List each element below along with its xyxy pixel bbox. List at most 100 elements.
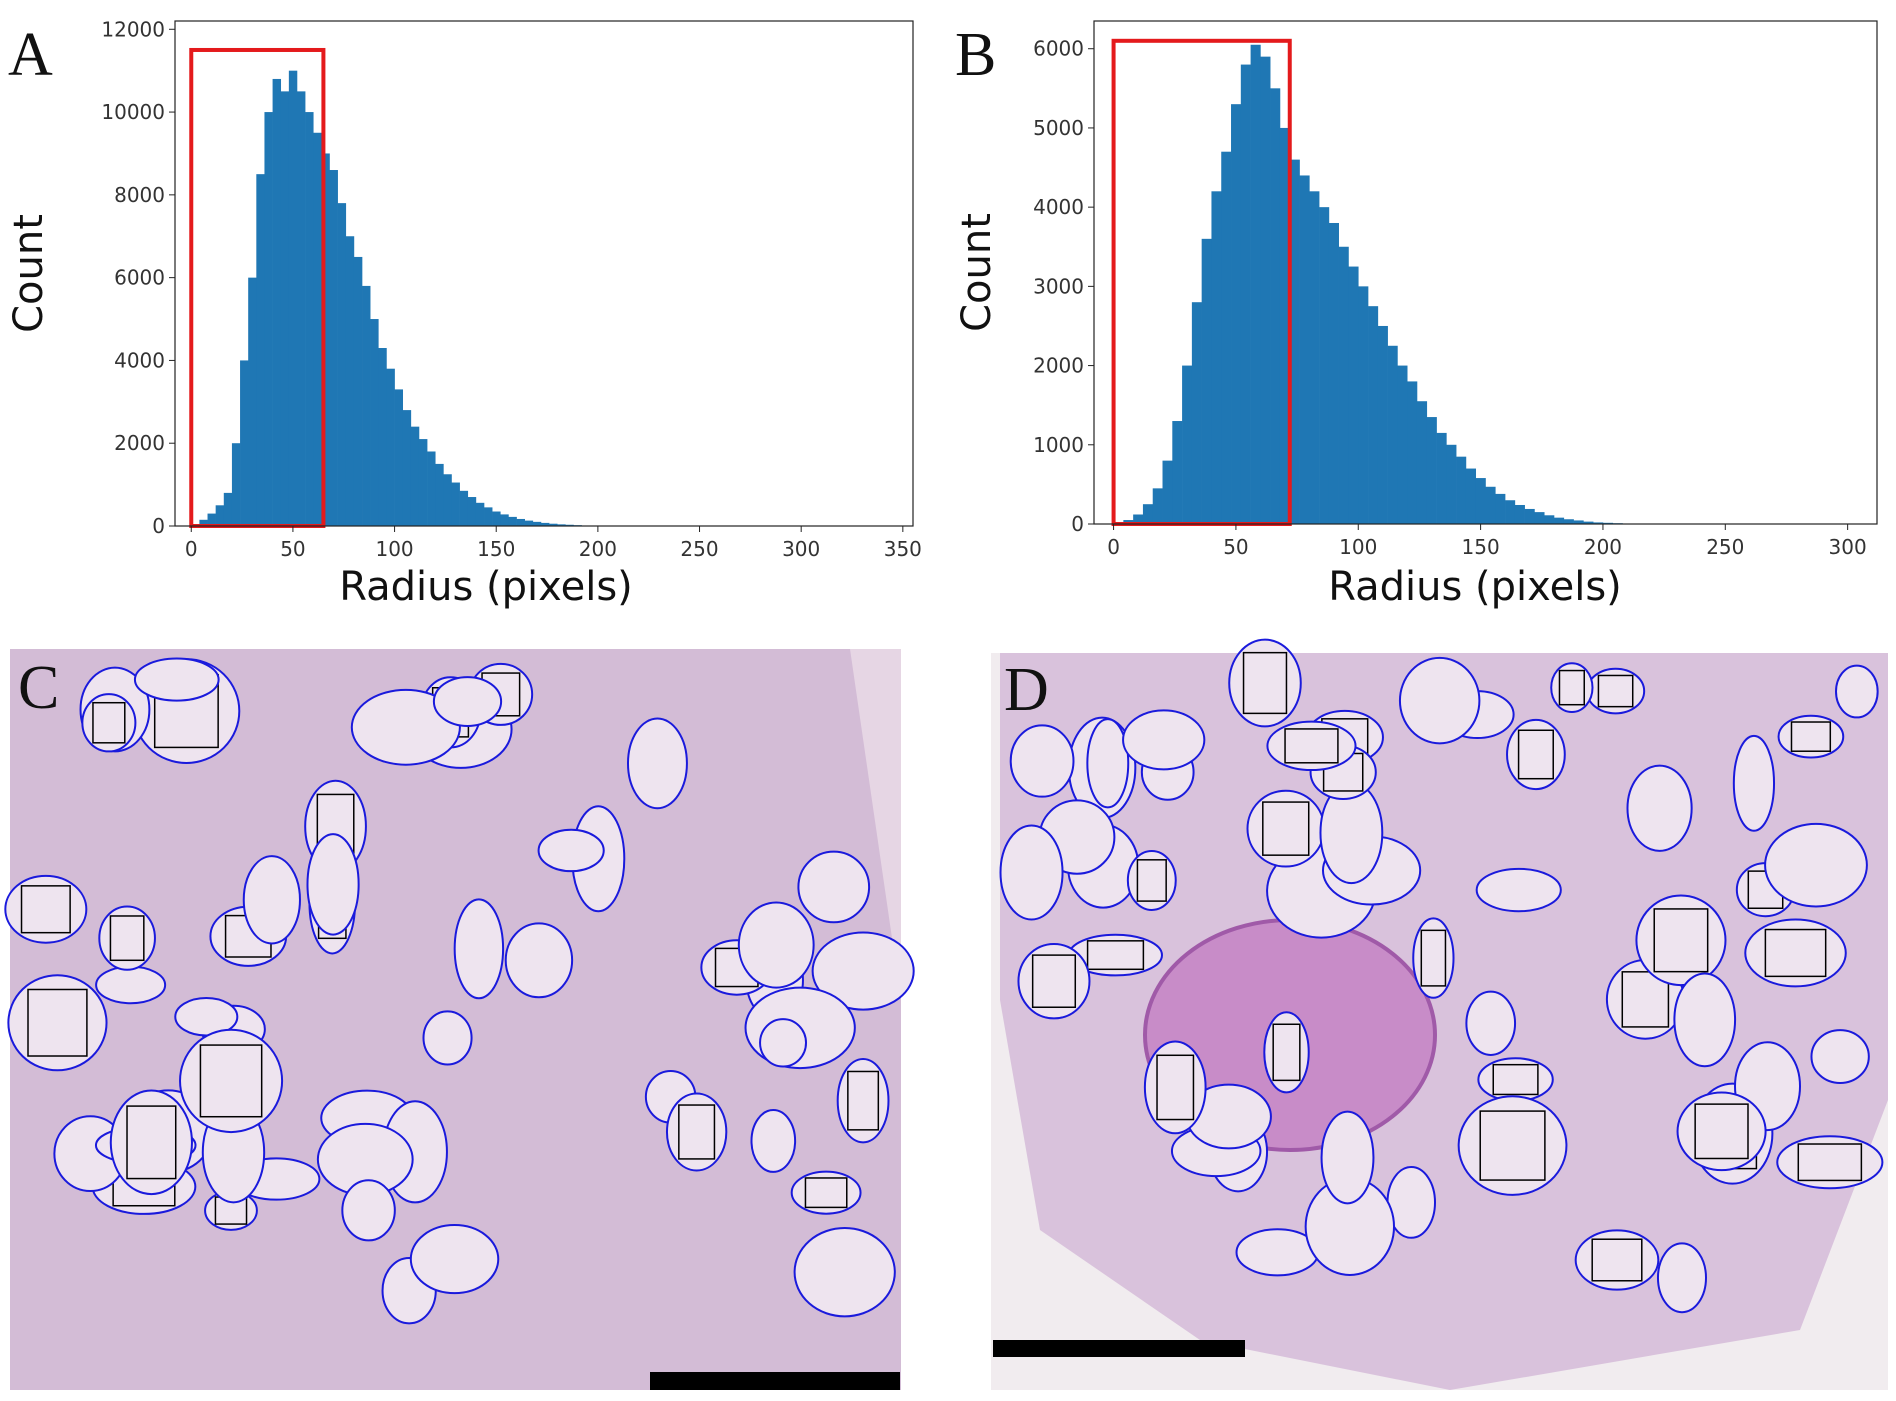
bar <box>272 78 282 527</box>
tubule <box>109 1089 193 1196</box>
detection-box <box>1156 1054 1195 1121</box>
bar <box>1270 88 1281 524</box>
bar <box>1446 444 1457 524</box>
bar <box>475 502 485 526</box>
x-tick-label: 250 <box>1706 535 1744 559</box>
tubule <box>1732 734 1776 832</box>
bar <box>459 490 469 526</box>
y-tick-label: 8000 <box>114 183 165 207</box>
x-axis-label: Radius (pixels) <box>339 564 633 610</box>
bar <box>280 91 290 527</box>
bar <box>557 524 566 526</box>
panel-label: D <box>1004 656 1049 724</box>
bar <box>1211 191 1222 525</box>
detection-box <box>847 1070 880 1131</box>
bar <box>1221 151 1232 524</box>
bar <box>353 256 363 526</box>
bar <box>467 497 477 526</box>
tubule <box>7 974 108 1072</box>
tubule <box>1835 664 1879 719</box>
bar <box>1524 508 1535 524</box>
tubule <box>626 717 688 810</box>
micrograph-c: C <box>4 649 915 1390</box>
tubule <box>1673 972 1737 1068</box>
y-tick-label: 4000 <box>114 348 165 372</box>
detection-box <box>1272 1023 1301 1082</box>
y-tick-label: 6000 <box>1033 37 1084 61</box>
detection-box <box>92 701 126 744</box>
tubule <box>1457 1095 1568 1196</box>
panel-label: C <box>18 654 59 722</box>
detection-box <box>1790 721 1832 752</box>
bar <box>231 443 241 526</box>
tubule <box>432 676 503 727</box>
x-tick-label: 50 <box>280 537 305 561</box>
bar <box>524 520 534 526</box>
bar <box>1289 159 1300 524</box>
bar <box>1368 306 1379 524</box>
bar <box>1377 325 1388 524</box>
tubule <box>1465 990 1517 1056</box>
bar <box>296 91 306 527</box>
y-axis-label: Count <box>954 213 1000 332</box>
y-tick-label: 1000 <box>1033 433 1084 457</box>
bar <box>1299 175 1310 524</box>
bar <box>199 519 208 526</box>
bar <box>1182 365 1193 524</box>
tubule <box>537 828 605 873</box>
bar <box>1505 500 1516 524</box>
tubule <box>504 922 574 999</box>
detection-box <box>1558 669 1585 706</box>
tubule <box>1412 917 1455 999</box>
tubule <box>797 850 871 924</box>
bar <box>313 132 322 526</box>
tubule <box>1574 1229 1660 1291</box>
bar <box>410 426 420 526</box>
bar <box>1358 286 1369 524</box>
bar <box>418 439 428 526</box>
bar <box>1514 504 1525 524</box>
bar <box>540 522 550 526</box>
x-tick-label: 200 <box>579 537 617 561</box>
scale-bar <box>650 1372 900 1390</box>
tubule <box>4 874 88 944</box>
y-tick-label: 3000 <box>1033 274 1084 298</box>
x-tick-label: 300 <box>782 537 820 561</box>
tubule <box>790 1170 862 1215</box>
bar <box>1152 488 1163 524</box>
detection-box <box>126 1105 177 1180</box>
bar <box>1172 421 1183 524</box>
detection-box <box>1597 674 1634 708</box>
tubule <box>1143 1040 1207 1135</box>
x-tick-label: 350 <box>884 537 922 561</box>
tubule <box>793 1227 896 1318</box>
y-axis-label: Count <box>6 214 52 333</box>
tubule <box>98 905 156 971</box>
tubule <box>1228 638 1302 728</box>
bar <box>484 507 493 526</box>
detection-box <box>1492 1063 1539 1096</box>
panel-label: A <box>8 21 53 89</box>
bar <box>1583 521 1594 524</box>
tubule <box>95 965 167 1005</box>
bar <box>1201 238 1212 524</box>
tubule <box>750 1109 797 1173</box>
bar <box>516 518 525 526</box>
detection-box <box>1242 651 1288 715</box>
bar <box>1250 44 1261 524</box>
bar <box>402 410 412 526</box>
tubule <box>1776 1135 1884 1190</box>
tubule <box>453 898 505 1000</box>
bar <box>240 360 249 526</box>
bar <box>1426 417 1437 524</box>
tubule <box>1009 724 1075 798</box>
tubule <box>350 688 461 766</box>
bar <box>1162 460 1173 524</box>
tubule <box>836 1057 890 1144</box>
bar <box>1319 207 1330 525</box>
y-tick-label: 5000 <box>1033 116 1084 140</box>
bar <box>1279 127 1291 524</box>
detection-box <box>1517 729 1554 780</box>
panel-label: B <box>955 21 996 89</box>
